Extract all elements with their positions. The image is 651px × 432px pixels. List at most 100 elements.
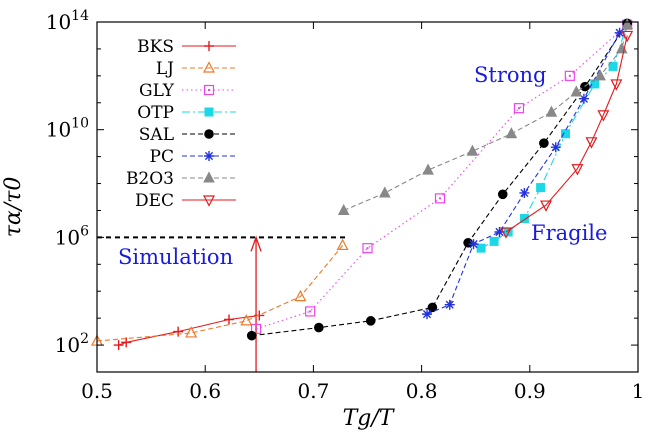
x-tick-label: 1 — [632, 379, 645, 403]
data-point-gly-box — [564, 70, 575, 81]
data-point-otp — [536, 183, 546, 193]
data-point-otp — [608, 61, 618, 71]
plot-frame — [96, 21, 639, 373]
data-point-sal — [246, 330, 257, 341]
series-line-lj — [96, 245, 344, 342]
x-tick-label: 0.7 — [297, 379, 329, 403]
legend-label-dec: DEC — [135, 191, 174, 211]
series-otp — [476, 20, 632, 253]
data-point-b2o3 — [505, 127, 518, 139]
data-point-gly — [434, 193, 446, 204]
data-point-b2o3 — [621, 18, 634, 30]
data-point-otp — [489, 236, 499, 246]
x-tick-label: 0.9 — [514, 379, 546, 403]
legend-label-gly: GLY — [139, 81, 175, 101]
annotation-strong: Strong — [474, 63, 546, 87]
data-point-gly-box — [305, 306, 316, 317]
series-line-bks — [118, 314, 260, 346]
legend-marker-otp — [204, 107, 214, 117]
data-point-bks — [121, 337, 132, 348]
data-point-otp — [561, 129, 571, 139]
legend-label-pc: PC — [150, 147, 174, 167]
x-tick-label: 0.8 — [406, 379, 438, 403]
legend-marker-gly-dot — [208, 89, 210, 91]
legend-marker-gly-box — [203, 84, 215, 96]
series-b2o3 — [337, 18, 634, 215]
data-point-gly-dot — [309, 310, 312, 313]
series-lj — [91, 238, 349, 346]
data-point-sal — [497, 189, 508, 200]
legend-label-b2o3: B2O3 — [126, 169, 174, 189]
data-point-pc — [519, 187, 530, 198]
data-point-dec — [597, 110, 610, 122]
series-line-sal — [251, 22, 628, 337]
series-bks — [113, 310, 265, 351]
legend-marker-pc — [204, 151, 214, 161]
legend-label-otp: OTP — [137, 103, 174, 123]
data-point-gly — [305, 306, 316, 317]
legend-label-bks: BKS — [137, 37, 174, 57]
data-point-bks — [113, 340, 124, 351]
legend-marker-dec — [203, 195, 215, 207]
series-dec — [500, 30, 634, 239]
data-point-pc — [550, 142, 561, 153]
data-point-gly-dot — [255, 327, 258, 330]
data-point-sal — [365, 316, 376, 326]
data-point-bks — [224, 314, 235, 325]
data-point-gly-dot — [568, 74, 571, 77]
data-point-b2o3 — [378, 186, 391, 198]
data-point-b2o3 — [466, 144, 479, 156]
data-point-sal — [539, 138, 549, 148]
data-point-pc — [468, 239, 479, 250]
data-point-b2o3 — [422, 163, 434, 175]
data-point-otp — [519, 214, 529, 224]
data-point-sal — [427, 302, 438, 313]
data-point-b2o3 — [570, 85, 583, 97]
legend-marker-bks — [204, 41, 214, 51]
legend-marker-sal — [204, 129, 214, 139]
legend-label-lj: LJ — [156, 59, 174, 79]
data-point-gly-dot — [517, 107, 520, 110]
data-point-gly-dot — [366, 247, 369, 250]
x-tick-label: 0.6 — [189, 379, 221, 403]
data-point-otp — [503, 227, 513, 237]
data-point-dec — [571, 164, 584, 176]
y-tick-label: 102 — [55, 331, 89, 357]
legend-marker-lj — [203, 61, 215, 73]
y-tick-label: 106 — [55, 223, 89, 249]
data-point-dec — [621, 30, 634, 43]
data-point-gly — [362, 243, 373, 254]
data-point-pc — [494, 227, 505, 237]
axes: 0.5 0.6 0.7 0.8 0.9 1 102 106 1010 1014 — [46, 8, 645, 403]
x-axis-label: Tg/T — [343, 406, 396, 431]
data-point-b2o3 — [594, 69, 606, 81]
data-point-gly-box — [513, 103, 525, 114]
data-point-lj — [336, 238, 349, 251]
data-point-gly-box — [362, 243, 373, 254]
legend-label-sal: SAL — [139, 125, 174, 145]
data-point-lj — [185, 326, 198, 338]
data-point-lj — [294, 289, 307, 302]
legend-marker-gly — [203, 84, 215, 96]
simulation-arrow-head — [250, 235, 262, 252]
legend-marker-b2o3 — [203, 171, 215, 183]
data-point-pc — [578, 93, 589, 104]
series-line-b2o3 — [343, 24, 628, 212]
data-point-otp — [590, 79, 600, 89]
y-tick-label: 1010 — [46, 116, 89, 142]
data-point-gly-dot — [438, 197, 441, 200]
data-point-sal — [314, 322, 324, 333]
data-point-dec — [500, 227, 512, 239]
y-axis-label: τα/τ0 — [1, 177, 26, 238]
series-line-pc — [426, 32, 621, 315]
data-point-bks — [254, 310, 265, 321]
data-point-dec — [540, 200, 553, 212]
data-point-gly — [513, 103, 525, 114]
annotation-fragile: Fragile — [531, 221, 607, 245]
data-point-gly-box — [434, 193, 446, 204]
y-tick-label: 1014 — [46, 8, 89, 34]
data-point-pc — [422, 309, 433, 320]
series-gly — [250, 19, 633, 335]
